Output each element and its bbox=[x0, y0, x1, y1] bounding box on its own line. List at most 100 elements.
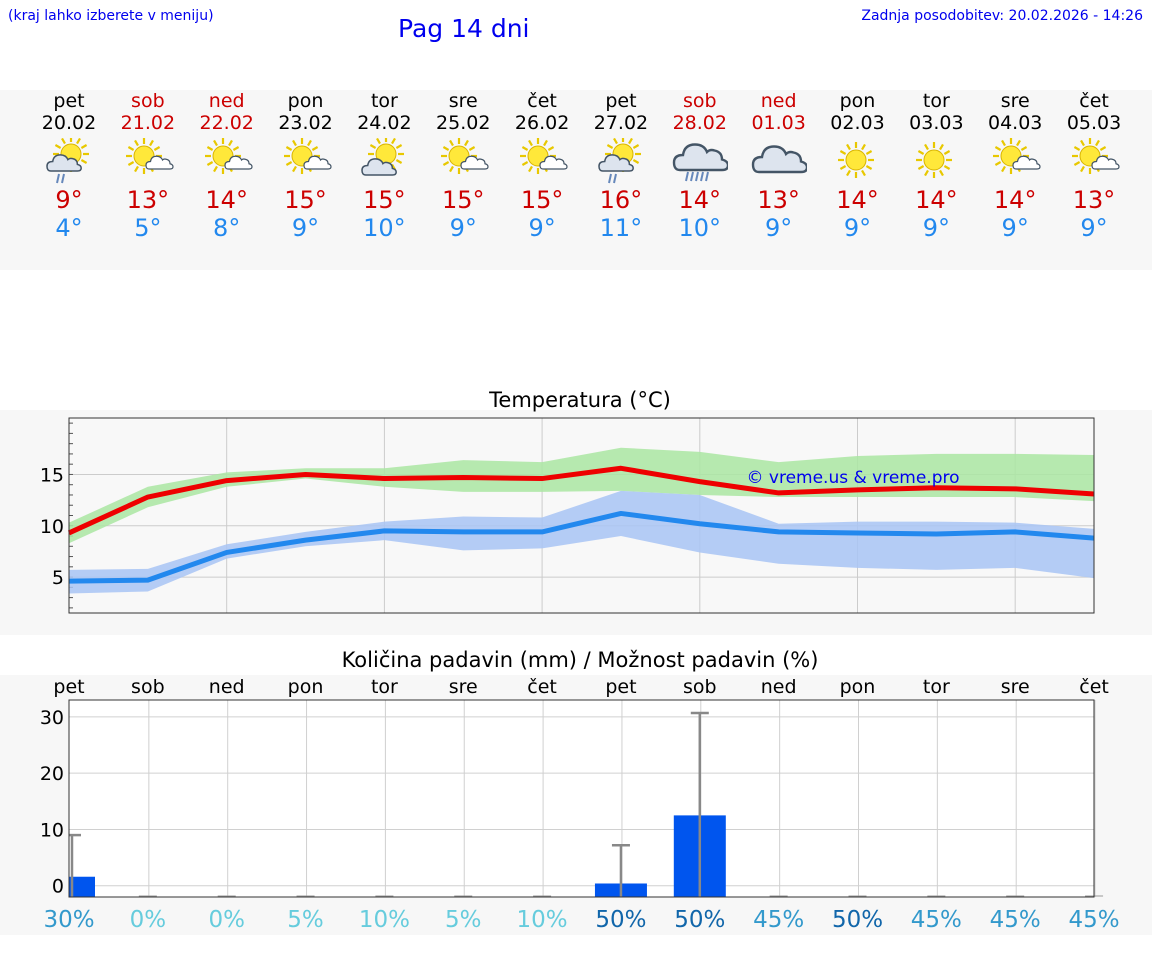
day-column: ned 01.03 13° 9° bbox=[739, 90, 819, 242]
sun-cloud-rain-icon bbox=[29, 138, 109, 184]
precipitation-day-label: čet bbox=[1079, 676, 1109, 698]
temperature-chart-title: Temperatura (°C) bbox=[489, 388, 671, 412]
max-temp-band bbox=[69, 447, 1095, 544]
day-date: 25.02 bbox=[436, 112, 491, 134]
day-column: pon 02.03 14° 9° bbox=[818, 90, 898, 242]
day-date: 21.02 bbox=[120, 112, 176, 134]
precipitation-chance-label: 5% bbox=[445, 907, 482, 933]
precipitation-chance-label: 0% bbox=[130, 907, 167, 933]
day-name: sob bbox=[131, 90, 165, 112]
precipitation-day-label: ned bbox=[761, 676, 797, 698]
day-name: pet bbox=[605, 90, 637, 112]
min-temp: 9° bbox=[291, 214, 320, 242]
day-column: sob 21.02 13° 5° bbox=[108, 90, 188, 242]
day-column: sre 04.03 14° 9° bbox=[975, 90, 1055, 242]
precipitation-day-label: pon bbox=[288, 676, 324, 698]
day-name: čet bbox=[527, 90, 557, 112]
min-temp: 9° bbox=[528, 214, 556, 242]
sun-cloud-rain-icon bbox=[581, 138, 661, 184]
day-column: pon 23.02 15° 9° bbox=[266, 90, 346, 242]
day-column: sre 25.02 15° 9° bbox=[423, 90, 503, 242]
sun-cloud-icon bbox=[187, 138, 267, 184]
precipitation-chance-label: 10% bbox=[359, 907, 410, 933]
precipitation-chance-label: 45% bbox=[990, 907, 1041, 933]
precipitation-day-label: sre bbox=[449, 676, 478, 698]
precipitation-chart-title: Količina padavin (mm) / Možnost padavin … bbox=[341, 648, 819, 672]
cloud-rain-icon bbox=[660, 138, 740, 184]
precipitation-y-tick-label: 30 bbox=[40, 707, 64, 729]
precipitation-day-label: pon bbox=[840, 676, 876, 698]
precipitation-plot-border bbox=[68, 699, 1095, 898]
max-temp: 15° bbox=[520, 186, 564, 214]
day-column: ned 22.02 14° 8° bbox=[187, 90, 267, 242]
day-name: ned bbox=[208, 90, 245, 112]
precipitation-chance-label: 45% bbox=[911, 907, 962, 933]
precipitation-day-label: čet bbox=[527, 676, 557, 698]
day-column: sob 28.02 14° 10° bbox=[660, 90, 740, 242]
day-name: tor bbox=[922, 90, 950, 112]
max-temp: 14° bbox=[993, 186, 1037, 214]
precipitation-y-tick-label: 20 bbox=[40, 763, 64, 785]
min-temp: 4° bbox=[55, 214, 83, 242]
precipitation-day-label: pet bbox=[605, 676, 636, 698]
day-date: 22.02 bbox=[199, 112, 254, 134]
day-date: 02.03 bbox=[830, 112, 885, 134]
min-temp: 9° bbox=[922, 214, 950, 242]
page-title: Pag 14 dni bbox=[398, 14, 530, 43]
day-name: ned bbox=[760, 90, 797, 112]
sun-cloud-icon bbox=[975, 138, 1055, 184]
day-date: 24.02 bbox=[357, 112, 412, 134]
precipitation-chance-label: 45% bbox=[1068, 907, 1119, 933]
max-temp: 15° bbox=[441, 186, 485, 214]
min-temp: 9° bbox=[765, 214, 793, 242]
day-column: čet 05.03 13° 9° bbox=[1054, 90, 1134, 242]
min-temp: 9° bbox=[1080, 214, 1108, 242]
precipitation-bar bbox=[69, 876, 95, 897]
sun-cloud-icon bbox=[108, 138, 188, 184]
day-date: 26.02 bbox=[514, 112, 570, 134]
day-date: 27.02 bbox=[593, 112, 649, 134]
max-temp: 13° bbox=[126, 186, 170, 214]
min-temp: 11° bbox=[599, 214, 643, 242]
day-column: tor 03.03 14° 9° bbox=[896, 90, 976, 242]
precipitation-day-label: sob bbox=[131, 676, 165, 698]
precipitation-chance-label: 50% bbox=[595, 907, 646, 933]
min-temp-line bbox=[68, 510, 1095, 584]
day-name: pon bbox=[287, 90, 324, 112]
sun-cloud-icon bbox=[1054, 138, 1134, 184]
sun-cloud-icon bbox=[266, 138, 346, 184]
day-name: pon bbox=[839, 90, 876, 112]
day-date: 23.02 bbox=[278, 112, 333, 134]
day-date: 03.03 bbox=[909, 112, 964, 134]
min-temp: 9° bbox=[449, 214, 477, 242]
cloud-sun-icon bbox=[344, 138, 424, 184]
sun-cloud-icon bbox=[423, 138, 503, 184]
precipitation-chance-label: 50% bbox=[832, 907, 883, 933]
max-temp: 16° bbox=[599, 186, 643, 214]
temperature-y-tick-label: 10 bbox=[40, 516, 64, 538]
forecast-panel bbox=[0, 90, 1152, 270]
min-temp: 9° bbox=[1001, 214, 1029, 242]
day-column: pet 27.02 16° 11° bbox=[581, 90, 661, 242]
precipitation-chance-label: 30% bbox=[43, 907, 94, 933]
precipitation-day-label: sob bbox=[683, 676, 717, 698]
min-temp-band bbox=[69, 490, 1095, 594]
day-name: sre bbox=[1000, 90, 1030, 112]
day-column: tor 24.02 15° 10° bbox=[344, 90, 424, 242]
day-date: 28.02 bbox=[672, 112, 727, 134]
min-temp: 10° bbox=[678, 214, 722, 242]
watermark: © vreme.us & vreme.pro bbox=[746, 468, 959, 488]
last-update: Zadnja posodobitev: 20.02.2026 - 14:26 bbox=[861, 8, 1143, 24]
day-name: pet bbox=[53, 90, 85, 112]
max-temp: 15° bbox=[284, 186, 327, 214]
precipitation-y-tick-label: 0 bbox=[52, 876, 64, 898]
temperature-plot-border bbox=[68, 417, 1095, 614]
day-name: sob bbox=[683, 90, 717, 112]
cloud-icon bbox=[739, 138, 819, 184]
precipitation-chance-label: 50% bbox=[674, 907, 725, 933]
sun-cloud-icon bbox=[502, 138, 582, 184]
max-temp: 15° bbox=[363, 186, 406, 214]
max-temp: 14° bbox=[205, 186, 248, 214]
max-temp-line bbox=[67, 465, 1095, 536]
